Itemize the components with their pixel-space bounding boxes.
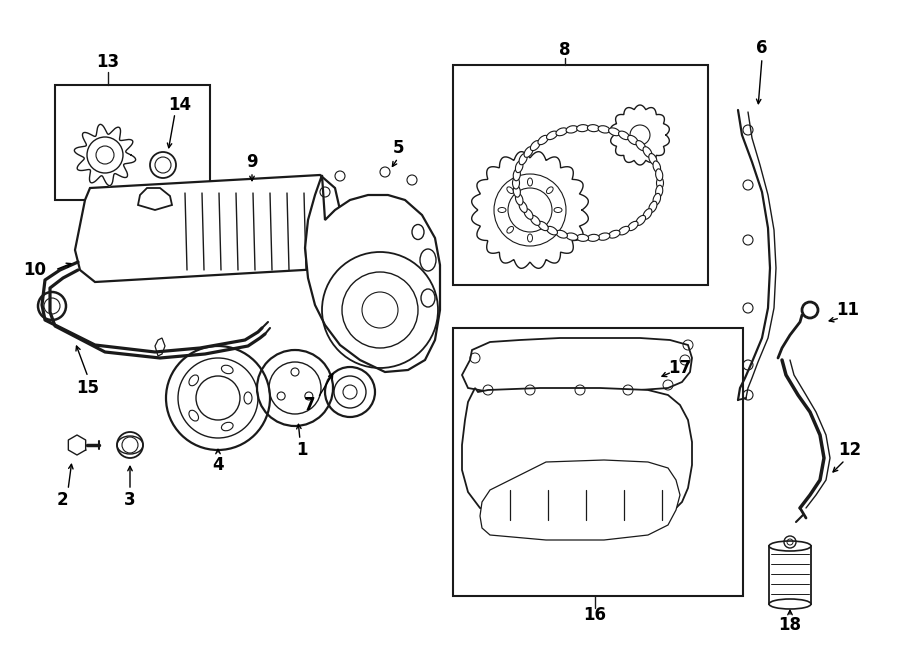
Bar bbox=[55, 85, 210, 200]
Ellipse shape bbox=[512, 177, 519, 189]
Text: 10: 10 bbox=[23, 261, 47, 279]
Text: 18: 18 bbox=[778, 616, 802, 634]
Text: 6: 6 bbox=[756, 39, 768, 57]
Ellipse shape bbox=[618, 131, 629, 139]
Text: 12: 12 bbox=[839, 441, 861, 459]
Text: 4: 4 bbox=[212, 456, 224, 474]
Polygon shape bbox=[68, 435, 86, 455]
Text: 7: 7 bbox=[304, 396, 316, 414]
Ellipse shape bbox=[577, 235, 589, 241]
Ellipse shape bbox=[636, 215, 645, 225]
Text: 8: 8 bbox=[559, 41, 571, 59]
Bar bbox=[453, 328, 743, 596]
Text: 2: 2 bbox=[56, 491, 68, 509]
Ellipse shape bbox=[530, 215, 540, 225]
Ellipse shape bbox=[556, 230, 567, 238]
Ellipse shape bbox=[653, 161, 661, 173]
Polygon shape bbox=[138, 188, 172, 210]
Ellipse shape bbox=[513, 169, 520, 180]
Text: 14: 14 bbox=[168, 96, 192, 114]
Polygon shape bbox=[738, 110, 776, 400]
Ellipse shape bbox=[516, 161, 523, 173]
Ellipse shape bbox=[556, 128, 567, 136]
Ellipse shape bbox=[530, 141, 540, 151]
Ellipse shape bbox=[577, 125, 589, 132]
Ellipse shape bbox=[636, 141, 645, 151]
Ellipse shape bbox=[656, 177, 663, 189]
Ellipse shape bbox=[524, 209, 533, 219]
Ellipse shape bbox=[524, 147, 533, 157]
Polygon shape bbox=[305, 175, 440, 372]
Ellipse shape bbox=[598, 233, 610, 241]
Ellipse shape bbox=[769, 599, 811, 609]
Ellipse shape bbox=[627, 221, 638, 231]
Ellipse shape bbox=[519, 153, 527, 165]
Ellipse shape bbox=[643, 147, 652, 157]
Polygon shape bbox=[75, 175, 340, 282]
Ellipse shape bbox=[519, 201, 527, 212]
Text: 1: 1 bbox=[296, 441, 308, 459]
Polygon shape bbox=[480, 460, 680, 540]
Polygon shape bbox=[462, 338, 692, 392]
Text: 15: 15 bbox=[76, 379, 100, 397]
Ellipse shape bbox=[655, 185, 662, 197]
Ellipse shape bbox=[649, 201, 657, 212]
Ellipse shape bbox=[655, 169, 662, 180]
Ellipse shape bbox=[598, 126, 610, 133]
Bar bbox=[453, 65, 708, 285]
Ellipse shape bbox=[538, 136, 548, 145]
Text: 16: 16 bbox=[583, 606, 607, 624]
Ellipse shape bbox=[649, 153, 657, 165]
Polygon shape bbox=[462, 388, 692, 520]
Ellipse shape bbox=[618, 226, 629, 235]
Text: 5: 5 bbox=[392, 139, 404, 157]
Polygon shape bbox=[155, 338, 165, 356]
Polygon shape bbox=[472, 151, 589, 268]
Bar bbox=[769, 546, 811, 604]
Ellipse shape bbox=[546, 131, 557, 139]
Text: 3: 3 bbox=[124, 491, 136, 509]
Ellipse shape bbox=[566, 233, 578, 241]
Text: 17: 17 bbox=[669, 359, 691, 377]
Text: 13: 13 bbox=[96, 53, 120, 71]
Ellipse shape bbox=[608, 128, 620, 136]
Ellipse shape bbox=[588, 125, 599, 132]
Text: 9: 9 bbox=[247, 153, 257, 171]
Ellipse shape bbox=[566, 126, 578, 133]
Ellipse shape bbox=[643, 209, 652, 219]
Ellipse shape bbox=[653, 194, 661, 205]
Ellipse shape bbox=[627, 136, 638, 145]
Ellipse shape bbox=[546, 226, 557, 235]
Text: 11: 11 bbox=[836, 301, 860, 319]
Ellipse shape bbox=[513, 185, 520, 197]
Ellipse shape bbox=[516, 194, 523, 205]
Ellipse shape bbox=[588, 235, 599, 241]
Polygon shape bbox=[75, 124, 136, 186]
Ellipse shape bbox=[769, 541, 811, 551]
Polygon shape bbox=[611, 105, 670, 165]
Ellipse shape bbox=[538, 221, 548, 231]
Ellipse shape bbox=[608, 230, 620, 238]
